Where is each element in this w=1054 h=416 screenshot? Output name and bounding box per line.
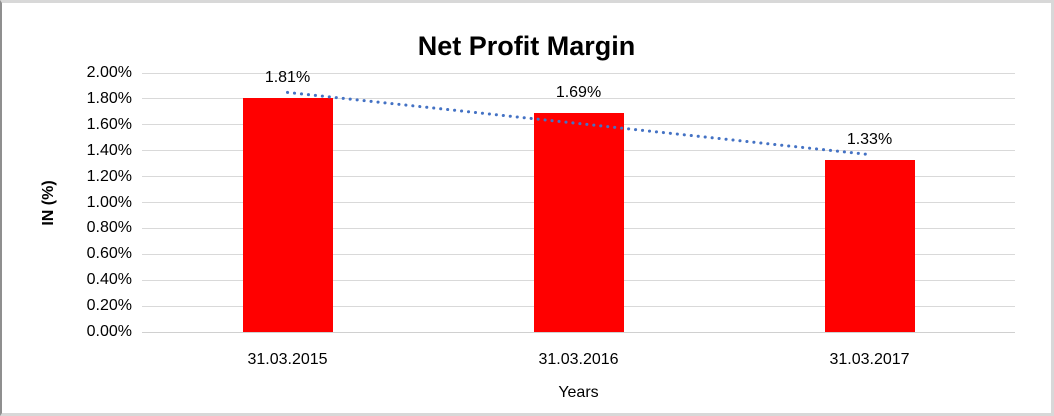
x-tick-label: 31.03.2017 [829, 351, 910, 368]
y-tick-label: 1.40% [86, 141, 132, 159]
bar-data-label: 1.69% [555, 84, 602, 102]
y-tick-label: 0.80% [86, 219, 132, 237]
x-tick-label: 31.03.2016 [538, 351, 619, 368]
gridline [142, 72, 1015, 74]
bar [824, 159, 915, 332]
x-tick-label: 31.03.2015 [247, 351, 328, 368]
y-tick-label: 1.20% [86, 167, 132, 185]
y-tick-label: 0.20% [86, 297, 132, 315]
y-tick-label: 0.00% [86, 323, 132, 340]
bar-data-label: 1.33% [846, 130, 893, 148]
gridline [142, 331, 1015, 333]
x-axis-title: Years [558, 384, 599, 401]
plot-area [142, 72, 1015, 333]
y-tick-label: 1.60% [86, 115, 132, 133]
bar [242, 97, 333, 332]
y-tick-label: 1.00% [86, 193, 132, 211]
bar [533, 113, 624, 332]
y-tick-label: 1.80% [86, 89, 132, 107]
bar-data-label: 1.81% [264, 68, 311, 86]
y-tick-label: 0.40% [86, 271, 132, 289]
y-tick-label: 2.00% [86, 64, 132, 81]
chart-title: Net Profit Margin [417, 31, 636, 61]
y-tick-label: 0.60% [86, 245, 132, 263]
